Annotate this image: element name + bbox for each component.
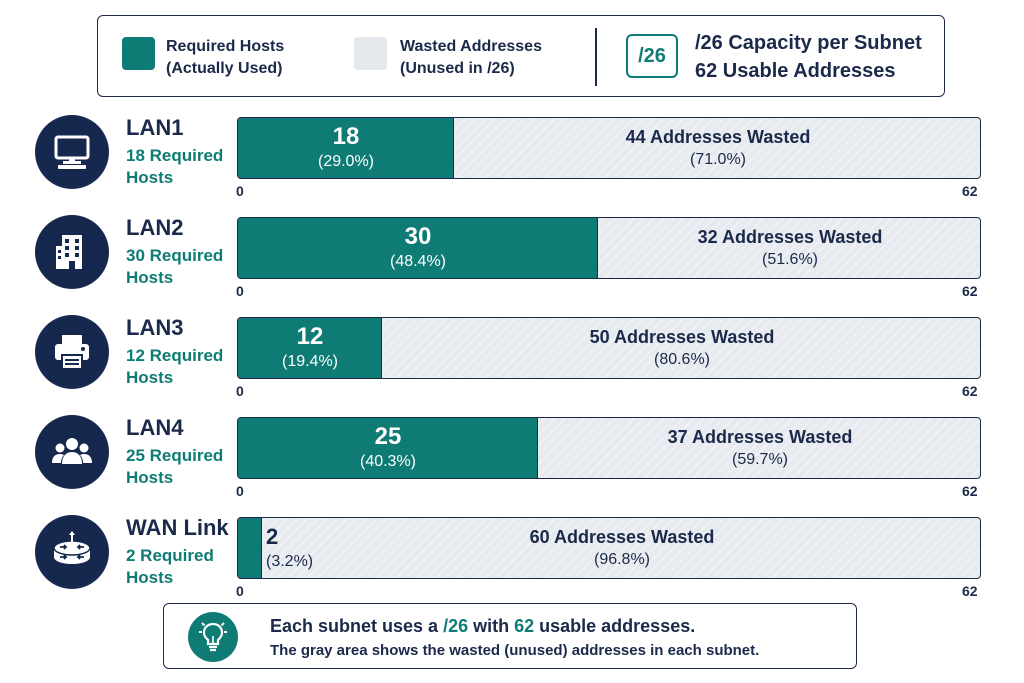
used-segment [238,318,382,378]
capacity-bar: 12 (19.4%) 50 Addresses Wasted (80.6%) [237,317,981,379]
wasted-segment-label: 44 Addresses Wasted (71.0%) [454,118,980,178]
note-mid: with [468,616,515,636]
capacity-bar: 18 (29.0%) 44 Addresses Wasted (71.0%) [237,117,981,179]
wasted-segment-label: 60 Addresses Wasted (96.8%) [262,518,980,578]
building-icon [35,215,109,289]
note-pre: Each subnet uses a [270,616,444,636]
used-percent: (29.0%) [317,153,375,170]
legend-wasted-line2: (Unused in /26) [400,60,515,77]
wasted-segment-label: 50 Addresses Wasted (80.6%) [382,318,980,378]
used-percent: (48.4%) [389,253,447,270]
required-hosts-label: 12 Required Hosts [126,346,224,387]
legend-used-line2: (Actually Used) [166,60,283,77]
legend-used-line1: Required Hosts [166,38,285,55]
axis-max-tick: 62 [962,483,978,499]
used-percent: (19.4%) [281,353,339,370]
wasted-segment-label: 32 Addresses Wasted (51.6%) [598,218,980,278]
legend: Required Hosts (Actually Used) Wasted Ad… [97,15,945,97]
capacity-title: /26 Capacity per Subnet [695,32,922,54]
wasted-percent: (59.7%) [731,451,789,468]
used-value: 25 [374,423,402,450]
legend-divider [595,28,597,86]
wasted-count: 44 Addresses Wasted [625,127,811,147]
note-post: usable addresses. [534,616,696,636]
used-percent: (40.3%) [359,453,417,470]
info-note: Each subnet uses a /26 with 62 usable ad… [163,603,857,669]
wasted-count: 60 Addresses Wasted [529,527,715,547]
lightbulb-icon [188,612,238,662]
axis-min-tick: 0 [236,283,244,299]
wasted-percent: (96.8%) [593,551,651,568]
note-cidr: /26 [443,616,469,636]
subnet-row: LAN2 30 Required Hosts 30 (48.4%) 32 Address… [0,215,1024,315]
used-segment [238,518,262,578]
axis-min-tick: 0 [236,383,244,399]
axis-min-tick: 0 [236,483,244,499]
used-label: 12 (19.4%) [238,318,382,378]
used-value: 30 [404,223,432,250]
wasted-count: 32 Addresses Wasted [697,227,883,247]
capacity-subtitle: 62 Usable Addresses [695,60,896,82]
wasted-percent: (71.0%) [689,151,747,168]
axis-max-tick: 62 [962,283,978,299]
used-segment [238,418,538,478]
legend-wasted-label: Wasted Addresses (Unused in /26) [400,36,542,80]
subnet-row: LAN4 25 Required Hosts 25 (40.3%) 37 Address… [0,415,1024,515]
capacity-bar: 30 (48.4%) 32 Addresses Wasted (51.6%) [237,217,981,279]
router-icon [35,515,109,589]
used-label: 18 (29.0%) [238,118,454,178]
printer-icon [35,315,109,389]
note-line-1: Each subnet uses a /26 with 62 usable ad… [270,616,695,637]
note-line-2: The gray area shows the wasted (unused) … [270,642,760,659]
axis-max-tick: 62 [962,583,978,599]
axis-min-tick: 0 [236,183,244,199]
capacity-bar: 25 (40.3%) 37 Addresses Wasted (59.7%) [237,417,981,479]
subnet-name: LAN1 [126,115,184,140]
required-hosts-label: 2 Required Hosts [126,546,214,587]
subnet-name: LAN4 [126,415,184,440]
required-hosts-label: 25 Required Hosts [126,446,224,487]
wasted-percent: (80.6%) [653,351,711,368]
wasted-percent: (51.6%) [761,251,819,268]
subnet-row: WAN Link 2 Required Hosts 2 (3.2%) 60 Addres… [0,515,1024,615]
used-swatch [122,37,155,70]
capacity-bar: 2 (3.2%) 60 Addresses Wasted (96.8%) [237,517,981,579]
subnet-row: LAN3 12 Required Hosts 12 (19.4%) 50 Address… [0,315,1024,415]
used-segment [238,118,454,178]
used-value: 18 [332,123,360,150]
wasted-segment-label: 37 Addresses Wasted (59.7%) [538,418,980,478]
subnet-name: WAN Link [126,515,229,540]
legend-wasted-line1: Wasted Addresses [400,38,542,55]
axis-max-tick: 62 [962,383,978,399]
used-value: 12 [296,323,324,350]
subnet-name: LAN3 [126,315,184,340]
subnet-row: LAN1 18 Required Hosts 18 (29.0%) 44 Address… [0,115,1024,215]
used-label: 2 (3.2%) [266,518,313,578]
note-count: 62 [514,616,535,636]
subnet-name: LAN2 [126,215,184,240]
axis-min-tick: 0 [236,583,244,599]
used-segment [238,218,598,278]
used-label: 30 (48.4%) [238,218,598,278]
legend-used-label: Required Hosts (Actually Used) [166,36,284,80]
axis-max-tick: 62 [962,183,978,199]
used-label: 25 (40.3%) [238,418,538,478]
wasted-count: 50 Addresses Wasted [589,327,775,347]
required-hosts-label: 30 Required Hosts [126,246,224,287]
cidr-badge: /26 [626,34,678,78]
monitor-icon [35,115,109,189]
used-value: 2 [266,524,279,549]
wasted-count: 37 Addresses Wasted [667,427,853,447]
required-hosts-label: 18 Required Hosts [126,146,224,187]
wasted-swatch [354,37,387,70]
used-percent: (3.2%) [266,553,314,570]
users-icon [35,415,109,489]
